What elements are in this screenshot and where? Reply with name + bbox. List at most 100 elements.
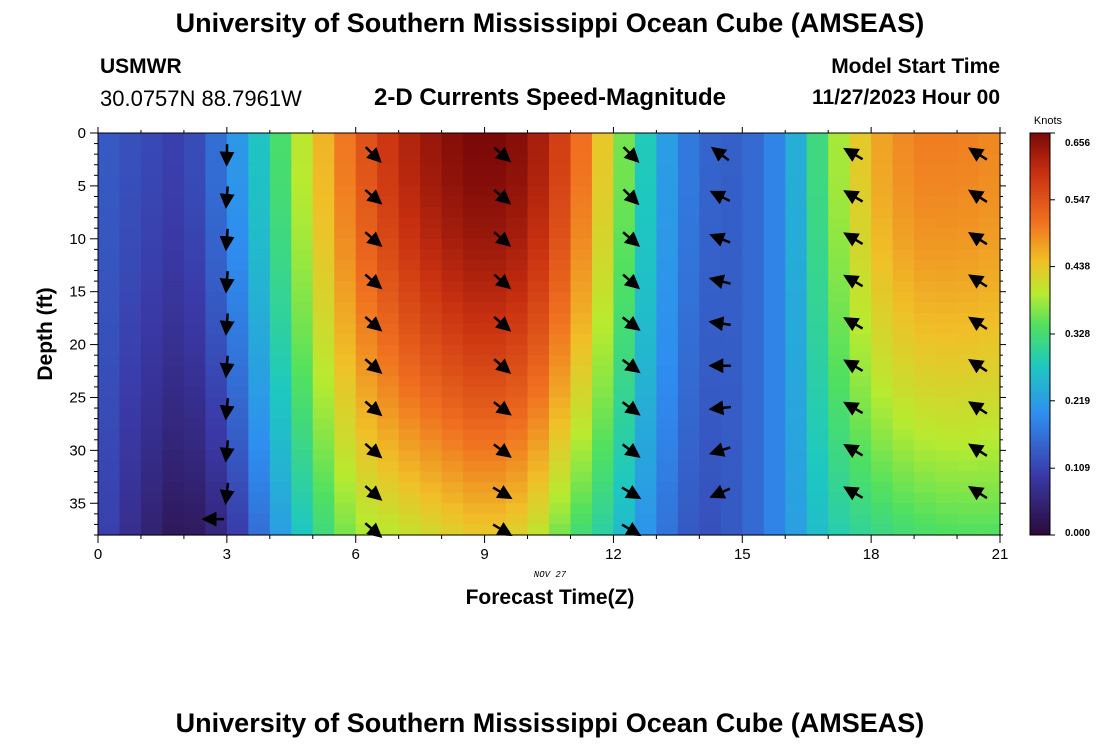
heatmap-cell <box>269 524 292 536</box>
heatmap-cell <box>677 450 700 462</box>
heatmap-cell <box>828 397 851 409</box>
heatmap-cell <box>269 513 292 526</box>
heatmap-cell <box>677 185 700 198</box>
heatmap-cell <box>785 249 808 261</box>
current-vector <box>622 188 640 206</box>
heatmap-cell <box>806 418 829 430</box>
heatmap-cell <box>162 312 185 325</box>
heatmap-cell <box>849 207 872 219</box>
heatmap-cell <box>441 133 464 145</box>
heatmap-cell <box>183 312 206 325</box>
heatmap-cell <box>806 524 829 536</box>
heatmap-cell <box>119 492 142 504</box>
heatmap-cell <box>312 408 335 420</box>
heatmap-cell <box>892 355 915 367</box>
current-vector <box>493 188 512 205</box>
heatmap-cell <box>871 323 894 335</box>
heatmap-cell <box>978 460 1001 473</box>
heatmap-cell <box>119 355 142 367</box>
heatmap-cell <box>570 270 593 282</box>
heatmap-cell <box>420 228 443 240</box>
heatmap-cell <box>978 259 1001 272</box>
heatmap-cell <box>892 397 915 409</box>
current-vector <box>709 190 731 205</box>
heatmap-cell <box>441 207 464 219</box>
heatmap-cell <box>312 291 335 303</box>
heatmap-cell <box>656 302 679 314</box>
heatmap-cell <box>720 450 743 462</box>
heatmap-cell <box>441 185 464 198</box>
heatmap-cell <box>549 429 572 441</box>
heatmap-cell <box>914 524 937 536</box>
heatmap-cell <box>570 429 593 441</box>
heatmap-cell <box>334 291 357 303</box>
heatmap-cell <box>420 503 443 515</box>
heatmap-cell <box>570 418 593 430</box>
heatmap-cell <box>248 524 271 536</box>
heatmap-cell <box>463 344 486 356</box>
heatmap-cell <box>506 291 529 303</box>
heatmap-cell <box>98 418 121 430</box>
heatmap-cell <box>828 196 851 208</box>
current-vector <box>708 274 731 290</box>
heatmap-cell <box>420 418 443 430</box>
heatmap-cell <box>892 207 915 219</box>
heatmap-cell <box>806 133 829 145</box>
heatmap-cell <box>226 323 249 335</box>
heatmap-cell <box>355 471 378 483</box>
heatmap-cell <box>398 259 421 272</box>
heatmap-cell <box>527 249 550 261</box>
heatmap-cell <box>849 334 872 346</box>
heatmap-cell <box>656 365 679 377</box>
heatmap-cell <box>742 524 765 536</box>
heatmap-cell <box>806 365 829 377</box>
heatmap-cell <box>226 185 249 198</box>
heatmap-cell <box>957 259 980 272</box>
heatmap-cell <box>398 143 421 155</box>
heatmap-cell <box>527 133 550 145</box>
current-vector <box>219 271 235 294</box>
heatmap-cell <box>549 418 572 430</box>
heatmap-cell <box>570 312 593 325</box>
heatmap-cell <box>634 334 657 346</box>
heatmap-cell <box>785 460 808 473</box>
heatmap-cell <box>248 312 271 325</box>
current-vector <box>968 316 988 332</box>
heatmap-cell <box>742 270 765 282</box>
heatmap-cell <box>398 291 421 303</box>
heatmap-cell <box>269 281 292 293</box>
heatmap-cell <box>806 312 829 325</box>
heatmap-cell <box>183 143 206 155</box>
heatmap-cell <box>699 175 722 187</box>
heatmap-cell <box>398 238 421 250</box>
heatmap-cell <box>957 334 980 346</box>
heatmap-cell <box>183 376 206 388</box>
heatmap-cell <box>613 164 636 176</box>
heatmap-cell <box>226 482 249 494</box>
heatmap-cell <box>935 450 958 462</box>
heatmap-cell <box>441 196 464 208</box>
heatmap-cell <box>892 302 915 314</box>
heatmap-cell <box>140 429 164 441</box>
heatmap-cell <box>634 365 657 377</box>
heatmap-cell <box>205 450 228 462</box>
heatmap-cell <box>914 429 937 441</box>
heatmap-cell <box>420 323 443 335</box>
heatmap-cell <box>140 460 164 473</box>
heatmap-cell <box>355 207 378 219</box>
heatmap-cell <box>591 217 615 229</box>
heatmap-cell <box>441 376 464 388</box>
heatmap-cell <box>463 323 486 335</box>
heatmap-cell <box>849 450 872 462</box>
heatmap-cell <box>398 302 421 314</box>
colorbar: Knots 0.6560.5470.4380.3280.2190.1090.00… <box>1029 115 1090 539</box>
current-vector <box>219 313 235 336</box>
heatmap-cell <box>269 238 292 250</box>
heatmap-cell <box>140 344 164 356</box>
heatmap-cell <box>162 302 185 314</box>
heatmap-cell <box>871 460 894 473</box>
heatmap-cell <box>591 503 615 515</box>
heatmap-cell <box>119 524 142 536</box>
heatmap-cell <box>291 323 314 335</box>
